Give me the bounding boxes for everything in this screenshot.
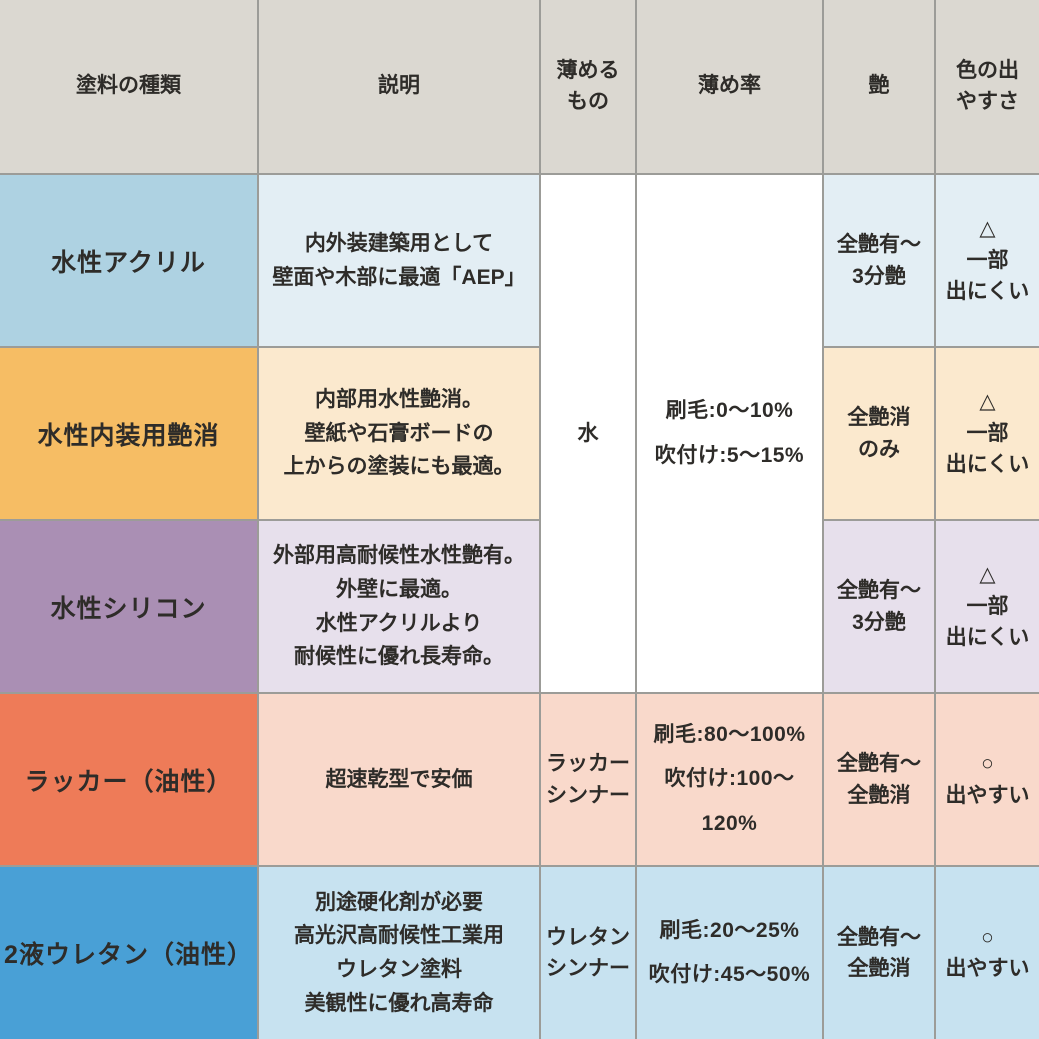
table-row-silicone: 水性シリコン 外部用高耐候性水性艶有。 外壁に最適。 水性アクリルより 耐候性に…: [0, 519, 1039, 694]
table-row-lacquer: ラッカー（油性） 超速乾型で安価 ラッカー シンナー 刷毛:80～100% 吹付…: [0, 692, 1039, 867]
thinner-cell-merged: 水: [539, 173, 637, 694]
color-ease-cell: ○ 出やすい: [934, 692, 1039, 867]
table-row-urethane: 2液ウレタン（油性） 別途硬化剤が必要 高光沢高耐候性工業用 ウレタン塗料 美観…: [0, 865, 1039, 1039]
column-header-gloss: 艶: [822, 0, 936, 175]
table-row-interior-matte: 水性内装用艶消 内部用水性艶消。 壁紙や石膏ボードの 上からの塗装にも最適。 全…: [0, 346, 1039, 521]
gloss-cell: 全艶有～ 全艶消: [822, 865, 936, 1039]
column-header-thinner: 薄める もの: [539, 0, 637, 175]
thinner-cell: ウレタン シンナー: [539, 865, 637, 1039]
ratio-cell: 刷毛:20～25% 吹付け:45～50%: [635, 865, 824, 1039]
column-header-paint-type: 塗料の種類: [0, 0, 259, 175]
color-ease-cell: ○ 出やすい: [934, 865, 1039, 1039]
paint-type-cell: ラッカー（油性）: [0, 692, 259, 867]
description-cell: 外部用高耐候性水性艶有。 外壁に最適。 水性アクリルより 耐候性に優れ長寿命。: [257, 519, 541, 694]
description-cell: 超速乾型で安価: [257, 692, 541, 867]
description-cell: 内外装建築用として 壁面や木部に最適「AEP」: [257, 173, 541, 348]
column-header-description: 説明: [257, 0, 541, 175]
description-cell: 内部用水性艶消。 壁紙や石膏ボードの 上からの塗装にも最適。: [257, 346, 541, 521]
color-ease-cell: △ 一部 出にくい: [934, 346, 1039, 521]
paint-type-cell: 水性アクリル: [0, 173, 259, 348]
gloss-cell: 全艶有～ 全艶消: [822, 692, 936, 867]
gloss-cell: 全艶有～ 3分艶: [822, 519, 936, 694]
paint-type-cell: 水性シリコン: [0, 519, 259, 694]
paint-type-cell: 2液ウレタン（油性）: [0, 865, 259, 1039]
table-row-acrylic: 水性アクリル 内外装建築用として 壁面や木部に最適「AEP」 水 刷毛:0～10…: [0, 173, 1039, 694]
thinner-cell: ラッカー シンナー: [539, 692, 637, 867]
gloss-cell: 全艶消 のみ: [822, 346, 936, 521]
ratio-cell: 刷毛:80～100% 吹付け:100～120%: [635, 692, 824, 867]
gloss-cell: 全艶有～ 3分艶: [822, 173, 936, 348]
column-header-color-ease: 色の出 やすさ: [934, 0, 1039, 175]
color-ease-cell: △ 一部 出にくい: [934, 173, 1039, 348]
column-header-ratio: 薄め率: [635, 0, 824, 175]
description-cell: 別途硬化剤が必要 高光沢高耐候性工業用 ウレタン塗料 美観性に優れ高寿命: [257, 865, 541, 1039]
header-row: 塗料の種類 説明 薄める もの 薄め率 艶 色の出 やすさ: [0, 0, 1039, 175]
paint-type-cell: 水性内装用艶消: [0, 346, 259, 521]
color-ease-cell: △ 一部 出にくい: [934, 519, 1039, 694]
ratio-cell-merged: 刷毛:0～10% 吹付け:5～15%: [635, 173, 824, 694]
